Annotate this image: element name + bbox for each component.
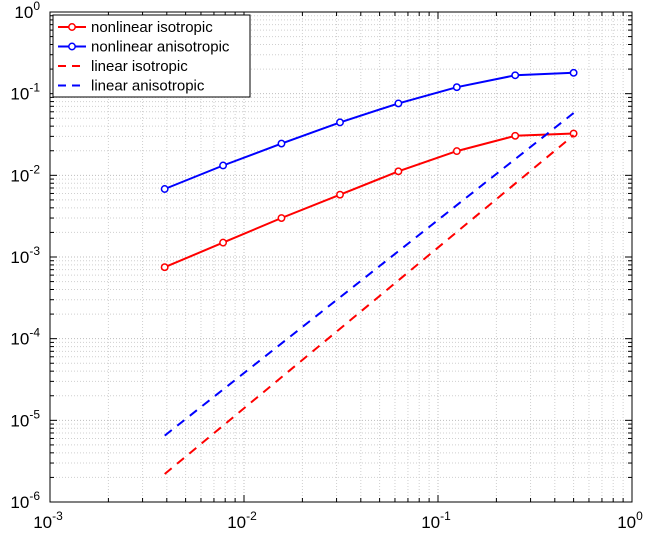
legend-marker (68, 23, 76, 31)
legend-label: linear isotropic (91, 58, 188, 75)
series-line-3 (164, 134, 575, 475)
x-tick-label: 10-2 (227, 509, 257, 532)
y-tick-label: 10-2 (10, 162, 40, 185)
series-line-1 (164, 132, 574, 269)
x-tick-label: 10-1 (421, 509, 451, 532)
y-tick-label: 10-1 (10, 81, 40, 104)
legend: nonlinear isotropic nonlinear anisotropic… (52, 14, 251, 98)
y-tick-label: 10-3 (10, 244, 40, 267)
data-point (511, 131, 520, 140)
tick-marks (49, 11, 633, 503)
y-tick-label: 100 (14, 0, 40, 22)
series-layer (160, 68, 578, 475)
data-point (219, 238, 228, 247)
series-line-4 (164, 112, 575, 437)
y-tick-labels: 10-6 10-5 10-4 10-3 10-2 10-1 100 (10, 0, 40, 512)
legend-box (52, 14, 251, 98)
legend-marker (68, 42, 76, 51)
legend-label: nonlinear isotropic (91, 19, 213, 36)
data-point (511, 71, 520, 80)
x-tick-label: 10-3 (33, 509, 63, 532)
series-line-2 (164, 71, 574, 190)
data-point (394, 167, 403, 176)
data-point (452, 147, 461, 156)
y-tick-label: 10-4 (10, 326, 40, 349)
data-point (336, 118, 344, 127)
y-tick-label: 10-6 (10, 489, 40, 512)
legend-label: nonlinear anisotropic (91, 39, 230, 56)
data-point (277, 214, 286, 222)
data-point (277, 139, 286, 148)
y-tick-label: 10-5 (10, 407, 40, 430)
data-point (569, 129, 578, 138)
data-point (394, 99, 403, 108)
x-tick-labels: 10-3 10-2 10-1 100 (33, 509, 643, 532)
legend-label: linear anisotropic (91, 78, 205, 95)
data-point (160, 185, 169, 193)
data-point (160, 263, 169, 272)
x-tick-label: 100 (617, 509, 643, 532)
data-point (336, 190, 344, 199)
data-point (569, 68, 578, 77)
data-point (219, 161, 228, 170)
data-point (452, 83, 461, 92)
